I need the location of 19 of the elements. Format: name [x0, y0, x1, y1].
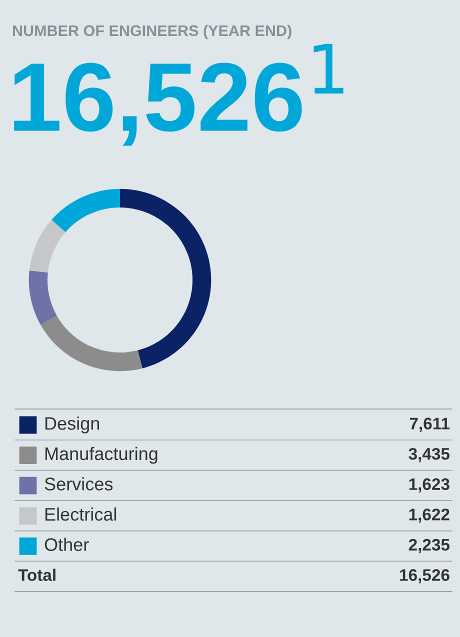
text: 16,526	[400, 569, 450, 584]
donut-slice	[28, 270, 57, 325]
legend-label: Manufacturing	[45, 446, 158, 464]
donut-slice	[40, 316, 142, 372]
text: Total	[18, 568, 56, 581]
donut-slice	[52, 188, 120, 232]
data-label: 1,622	[409, 508, 450, 523]
data-label: 1,623	[409, 478, 450, 492]
data-label: 3,435	[408, 448, 450, 462]
donut-slice	[29, 220, 66, 272]
donut-slice	[120, 188, 212, 368]
data-label: 2,235	[408, 538, 450, 554]
chart-subtitle: 16,526$^{1}$	[14, 44, 344, 146]
chart-title: NUMBER OF ENGINEERS (YEAR END)	[13, 24, 292, 40]
data-label: 7,611	[410, 418, 450, 432]
legend-label: Design	[45, 416, 100, 434]
legend-label: Electrical	[45, 507, 116, 521]
legend-label: Services	[44, 477, 113, 490]
legend-label: Other	[44, 538, 89, 552]
